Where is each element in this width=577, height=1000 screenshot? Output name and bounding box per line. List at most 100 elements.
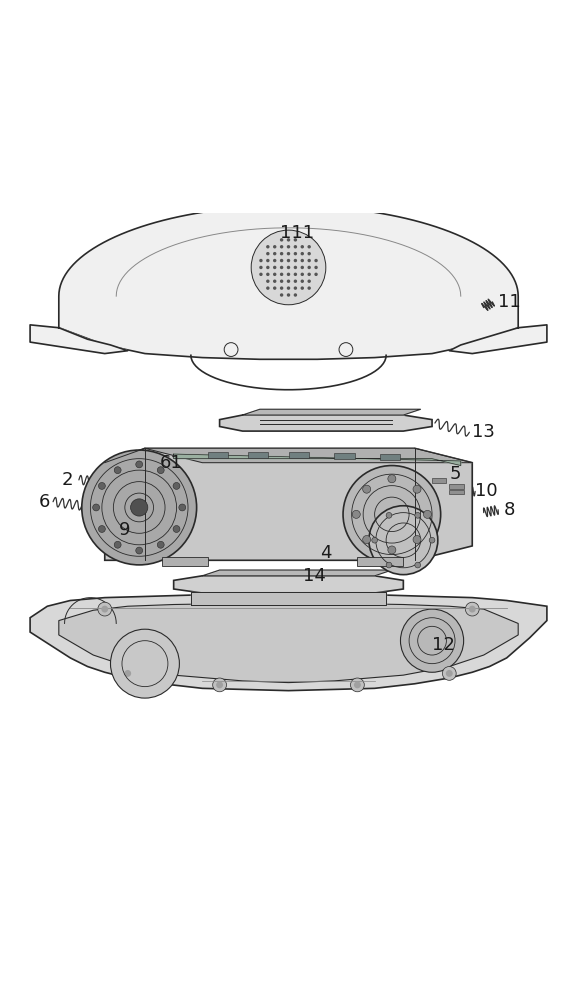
- Circle shape: [386, 562, 392, 568]
- Circle shape: [388, 475, 396, 483]
- Circle shape: [469, 606, 475, 613]
- Circle shape: [266, 259, 269, 262]
- Bar: [449, 490, 464, 494]
- Circle shape: [301, 273, 304, 276]
- Polygon shape: [30, 325, 128, 354]
- Circle shape: [280, 279, 283, 283]
- Polygon shape: [203, 570, 392, 576]
- Circle shape: [308, 245, 311, 248]
- Circle shape: [369, 506, 438, 575]
- Circle shape: [308, 266, 311, 269]
- Circle shape: [388, 546, 396, 554]
- Circle shape: [372, 537, 377, 543]
- Circle shape: [266, 252, 269, 255]
- Circle shape: [158, 467, 164, 474]
- Polygon shape: [449, 325, 547, 354]
- Circle shape: [287, 238, 290, 242]
- Circle shape: [173, 526, 180, 532]
- Circle shape: [446, 670, 453, 677]
- Circle shape: [415, 512, 421, 518]
- Text: 111: 111: [280, 224, 314, 242]
- Circle shape: [114, 467, 121, 474]
- Circle shape: [280, 293, 283, 297]
- Polygon shape: [145, 448, 472, 463]
- Circle shape: [363, 485, 370, 493]
- Circle shape: [287, 245, 290, 248]
- Circle shape: [216, 681, 223, 688]
- Circle shape: [308, 279, 311, 283]
- Polygon shape: [174, 576, 403, 593]
- Circle shape: [287, 273, 290, 276]
- Circle shape: [301, 259, 304, 262]
- Text: 5: 5: [449, 465, 461, 483]
- Circle shape: [354, 681, 361, 688]
- Circle shape: [102, 606, 108, 613]
- Circle shape: [280, 252, 283, 255]
- Circle shape: [273, 286, 276, 290]
- Circle shape: [273, 273, 276, 276]
- Circle shape: [82, 450, 197, 565]
- Text: 61: 61: [159, 454, 182, 472]
- Circle shape: [259, 273, 263, 276]
- Circle shape: [308, 259, 311, 262]
- Circle shape: [287, 293, 290, 297]
- Bar: [248, 452, 268, 458]
- Circle shape: [301, 286, 304, 290]
- Text: 6: 6: [39, 493, 50, 511]
- Circle shape: [280, 245, 283, 248]
- Circle shape: [266, 279, 269, 283]
- Polygon shape: [220, 415, 432, 431]
- Circle shape: [308, 252, 311, 255]
- Circle shape: [413, 485, 421, 493]
- Circle shape: [466, 602, 479, 616]
- Circle shape: [110, 629, 179, 698]
- Circle shape: [413, 536, 421, 544]
- Circle shape: [294, 279, 297, 283]
- Circle shape: [314, 259, 318, 262]
- Circle shape: [266, 273, 269, 276]
- Circle shape: [273, 252, 276, 255]
- Bar: [449, 484, 464, 489]
- Bar: [335, 453, 354, 459]
- Polygon shape: [191, 592, 386, 605]
- Circle shape: [124, 670, 131, 677]
- Circle shape: [273, 279, 276, 283]
- Text: 13: 13: [473, 423, 495, 441]
- Circle shape: [130, 499, 148, 516]
- Polygon shape: [105, 448, 472, 560]
- Circle shape: [179, 504, 186, 511]
- Circle shape: [287, 259, 290, 262]
- Circle shape: [251, 230, 326, 305]
- Text: 9: 9: [119, 521, 130, 539]
- Circle shape: [93, 504, 100, 511]
- Circle shape: [280, 238, 283, 242]
- Circle shape: [443, 667, 456, 680]
- Circle shape: [259, 259, 263, 262]
- Circle shape: [314, 266, 318, 269]
- Circle shape: [301, 279, 304, 283]
- Circle shape: [273, 245, 276, 248]
- Circle shape: [301, 245, 304, 248]
- Polygon shape: [174, 454, 461, 466]
- Polygon shape: [242, 409, 421, 415]
- Circle shape: [294, 245, 297, 248]
- Circle shape: [266, 245, 269, 248]
- Text: 11: 11: [498, 293, 521, 311]
- Circle shape: [314, 273, 318, 276]
- Circle shape: [99, 482, 106, 489]
- Circle shape: [352, 510, 360, 518]
- Circle shape: [343, 466, 441, 563]
- Circle shape: [287, 279, 290, 283]
- Text: 4: 4: [320, 544, 332, 562]
- Circle shape: [301, 266, 304, 269]
- Text: 8: 8: [504, 501, 515, 519]
- Circle shape: [350, 678, 364, 692]
- Circle shape: [294, 238, 297, 242]
- Circle shape: [259, 266, 263, 269]
- Bar: [380, 454, 400, 460]
- Circle shape: [294, 259, 297, 262]
- Text: 2: 2: [62, 471, 73, 489]
- Circle shape: [136, 461, 143, 468]
- Circle shape: [280, 273, 283, 276]
- Circle shape: [136, 547, 143, 554]
